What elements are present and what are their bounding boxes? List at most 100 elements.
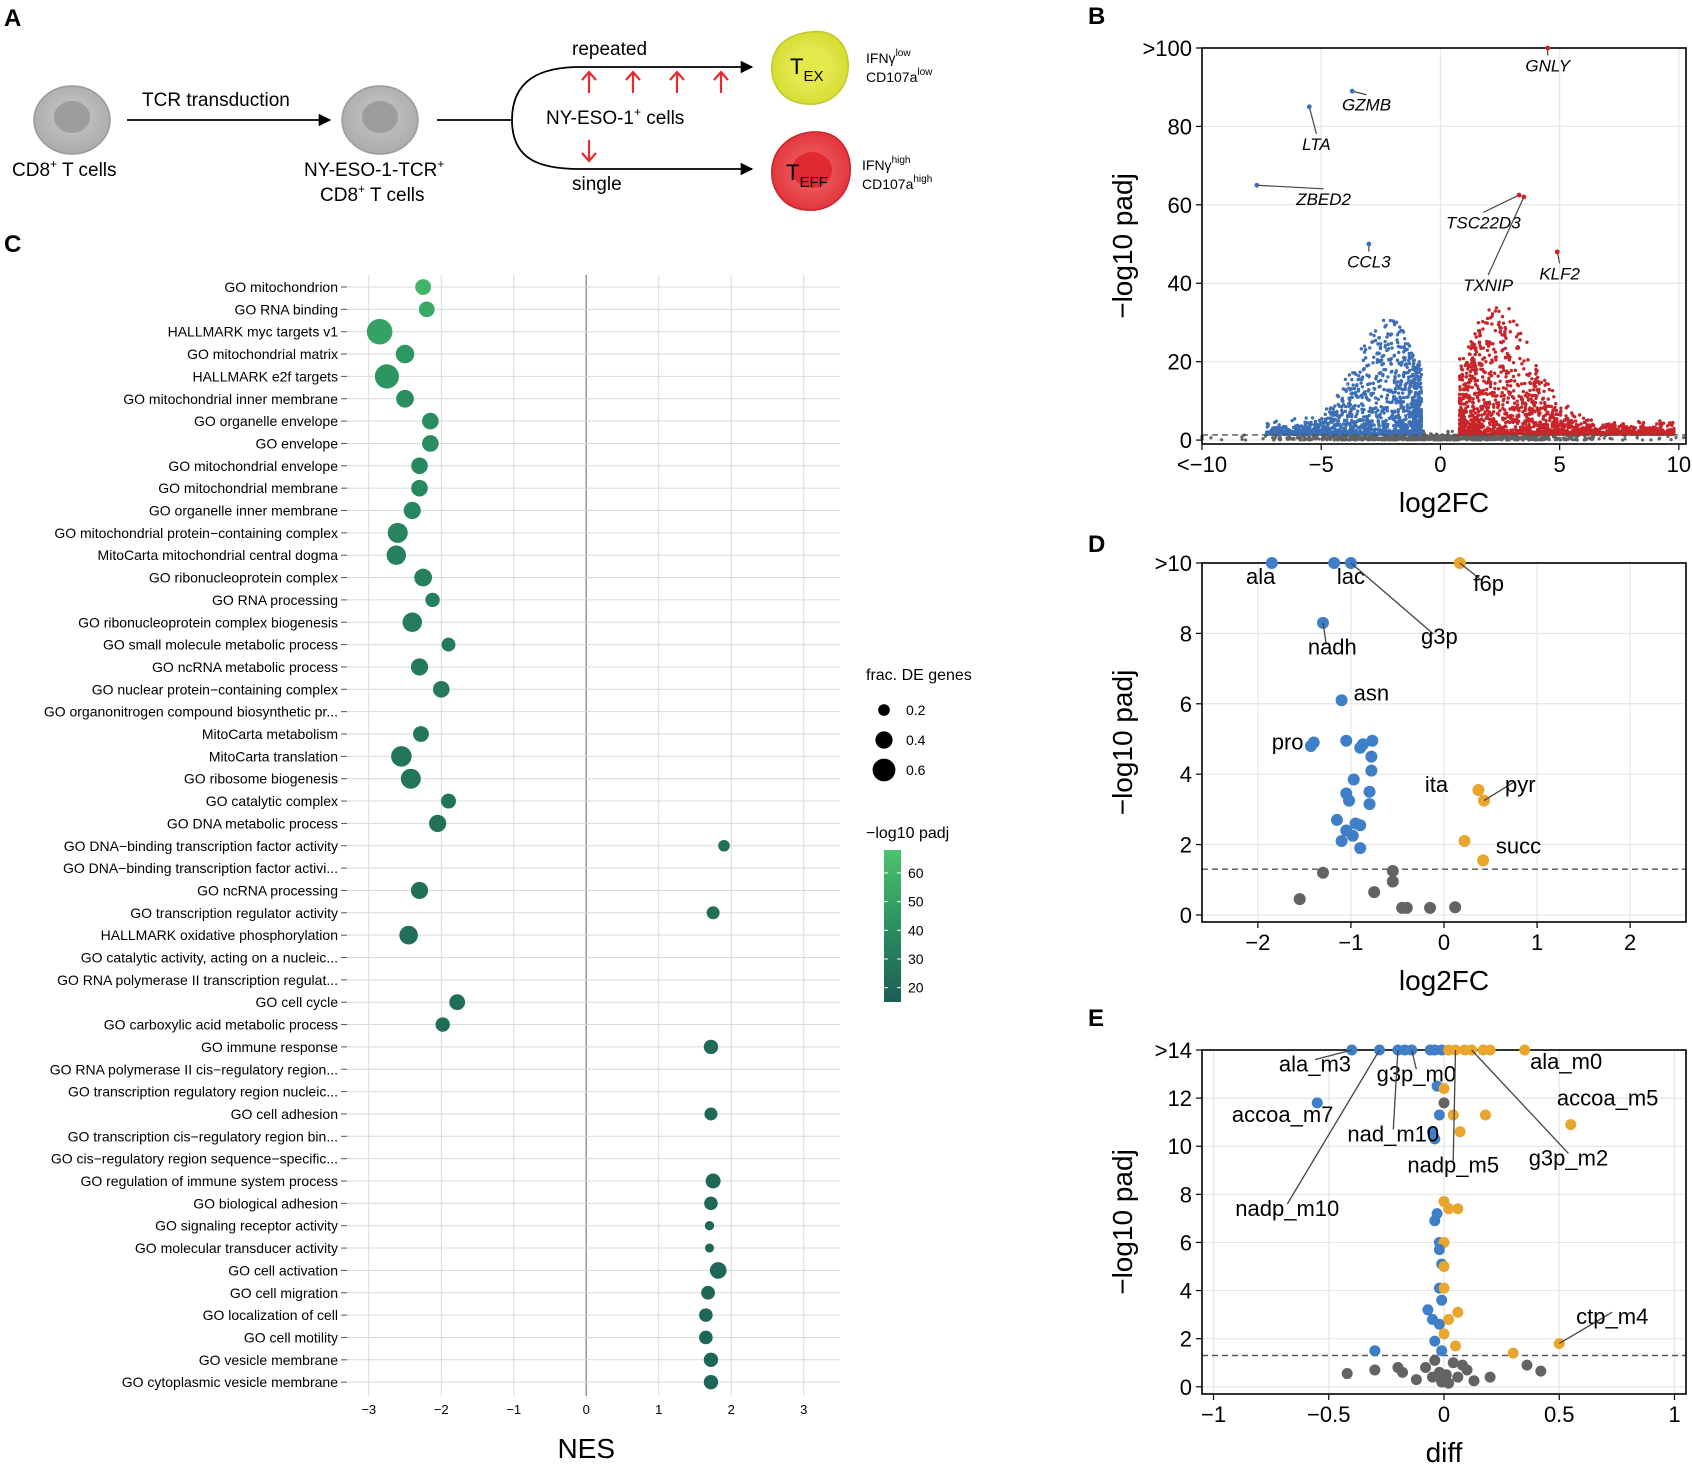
down-gene-point bbox=[1417, 390, 1421, 395]
up-gene-point bbox=[1523, 422, 1528, 426]
isotopologue-point bbox=[1565, 1119, 1577, 1131]
y-tick-label: 6 bbox=[1180, 692, 1192, 717]
up-gene-point bbox=[1479, 417, 1483, 421]
ns-gene-point bbox=[1321, 437, 1325, 441]
down-gene-point bbox=[1366, 363, 1371, 367]
term-label: GO nuclear protein−containing complex bbox=[92, 681, 338, 697]
metabolite-point bbox=[1396, 901, 1409, 914]
up-gene-point bbox=[1488, 361, 1493, 365]
down-gene-point bbox=[1411, 398, 1416, 402]
up-gene-point bbox=[1499, 394, 1503, 398]
up-gene-point bbox=[1490, 390, 1494, 395]
down-gene-point bbox=[1416, 411, 1420, 415]
isotopologue-point bbox=[1452, 1371, 1464, 1383]
up-gene-point bbox=[1613, 423, 1617, 428]
isotopologue-point bbox=[1438, 1282, 1450, 1294]
up-gene-point bbox=[1612, 421, 1617, 425]
y-axis-title: −log10 padj bbox=[1107, 173, 1138, 319]
y-axis-title: −log10 padj bbox=[1107, 1149, 1138, 1295]
up-gene-point bbox=[1490, 358, 1494, 362]
down-gene-point bbox=[1341, 430, 1345, 434]
isotopologue-point bbox=[1436, 1294, 1448, 1306]
down-gene-point bbox=[1307, 423, 1311, 428]
up-gene-point bbox=[1498, 430, 1503, 434]
up-gene-point bbox=[1485, 387, 1489, 392]
down-gene-point bbox=[1407, 361, 1412, 366]
down-gene-point bbox=[1354, 372, 1358, 376]
isotopologue-point bbox=[1535, 1365, 1547, 1377]
down-gene-point bbox=[1376, 427, 1380, 432]
down-gene-point bbox=[1383, 367, 1388, 372]
isotopologue-point bbox=[1420, 1362, 1432, 1374]
up-gene-point bbox=[1498, 409, 1502, 413]
y-tick-label: 0 bbox=[1180, 428, 1192, 453]
up-gene-point bbox=[1464, 371, 1469, 375]
down-gene-point bbox=[1376, 408, 1380, 413]
up-gene-point bbox=[1504, 375, 1508, 379]
gene-label: GZMB bbox=[1342, 96, 1391, 115]
down-gene-point bbox=[1379, 416, 1383, 420]
ns-gene-point bbox=[1462, 436, 1466, 440]
term-dot bbox=[399, 925, 418, 945]
down-gene-point bbox=[1358, 427, 1362, 431]
down-gene-point bbox=[1419, 367, 1423, 372]
red-arrow-icon bbox=[625, 70, 641, 93]
down-gene-point bbox=[1293, 429, 1297, 434]
down-gene-point bbox=[1367, 413, 1371, 418]
ns-gene-point bbox=[1669, 438, 1673, 442]
ns-gene-point bbox=[1447, 433, 1451, 437]
teff-cell-label: TEFF bbox=[786, 160, 828, 191]
down-gene-point bbox=[1283, 424, 1288, 429]
down-gene-point bbox=[1331, 410, 1335, 414]
up-gene-point bbox=[1487, 372, 1491, 376]
term-label: GO DNA−binding transcription factor acti… bbox=[63, 860, 338, 876]
ns-gene-point bbox=[1478, 437, 1482, 441]
highlighted-gene-point bbox=[1516, 192, 1522, 198]
up-gene-point bbox=[1466, 388, 1470, 392]
up-gene-point bbox=[1497, 413, 1501, 417]
tex-cd107-label: CD107alow bbox=[866, 67, 933, 85]
up-gene-point bbox=[1483, 321, 1488, 325]
ns-gene-point bbox=[1314, 437, 1319, 441]
up-gene-point bbox=[1502, 397, 1506, 401]
term-label: GO regulation of immune system process bbox=[80, 1173, 338, 1189]
ns-gene-point bbox=[1468, 435, 1472, 440]
down-gene-point bbox=[1407, 392, 1411, 396]
down-gene-point bbox=[1349, 392, 1353, 396]
term-label: GO cell adhesion bbox=[231, 1106, 338, 1122]
term-dot bbox=[429, 814, 447, 833]
ns-gene-point bbox=[1368, 437, 1372, 441]
ns-gene-point bbox=[1657, 437, 1661, 441]
y-tick-label: 0 bbox=[1180, 1375, 1192, 1400]
up-gene-point bbox=[1466, 364, 1470, 368]
down-gene-point bbox=[1349, 428, 1354, 433]
down-gene-point bbox=[1392, 378, 1397, 383]
down-gene-point bbox=[1371, 361, 1375, 365]
term-dot bbox=[704, 1243, 715, 1253]
up-gene-point bbox=[1475, 396, 1480, 400]
y-tick-label: 4 bbox=[1180, 1279, 1192, 1304]
down-gene-point bbox=[1376, 420, 1381, 424]
down-gene-point bbox=[1366, 389, 1370, 393]
up-gene-point bbox=[1580, 429, 1584, 433]
up-gene-point bbox=[1485, 402, 1489, 406]
down-gene-point bbox=[1343, 409, 1348, 414]
metabolite-point bbox=[1343, 794, 1356, 807]
ns-gene-point bbox=[1524, 436, 1529, 440]
up-gene-point bbox=[1459, 406, 1463, 411]
up-gene-point bbox=[1498, 379, 1502, 383]
up-gene-point bbox=[1497, 309, 1501, 314]
up-gene-point bbox=[1503, 356, 1508, 360]
ns-gene-point bbox=[1531, 435, 1535, 439]
up-gene-point bbox=[1465, 384, 1469, 389]
up-gene-point bbox=[1468, 352, 1472, 357]
up-gene-point bbox=[1495, 422, 1499, 427]
ns-gene-point bbox=[1307, 438, 1312, 442]
up-gene-point bbox=[1508, 431, 1512, 436]
isotopologue-label: g3p_m0 bbox=[1377, 1061, 1457, 1086]
ns-gene-point bbox=[1597, 437, 1601, 441]
metabolite-point bbox=[1346, 829, 1359, 842]
down-gene-point bbox=[1349, 409, 1353, 413]
down-gene-point bbox=[1331, 419, 1336, 423]
y-tick-label: 80 bbox=[1168, 114, 1192, 139]
